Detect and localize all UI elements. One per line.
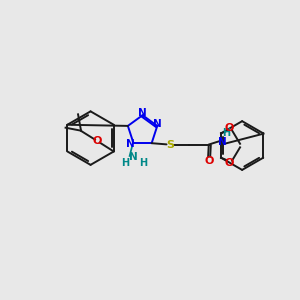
Text: N: N bbox=[154, 118, 162, 128]
Text: O: O bbox=[93, 136, 102, 146]
Text: O: O bbox=[204, 156, 214, 166]
Text: H: H bbox=[222, 128, 230, 138]
Text: H: H bbox=[121, 158, 129, 167]
Text: S: S bbox=[166, 140, 174, 150]
Text: O: O bbox=[225, 123, 234, 133]
Text: N: N bbox=[126, 139, 135, 149]
Text: N: N bbox=[138, 108, 146, 118]
Text: N: N bbox=[218, 137, 227, 147]
Text: O: O bbox=[225, 158, 234, 168]
Text: N: N bbox=[129, 152, 138, 162]
Text: H: H bbox=[140, 158, 148, 167]
